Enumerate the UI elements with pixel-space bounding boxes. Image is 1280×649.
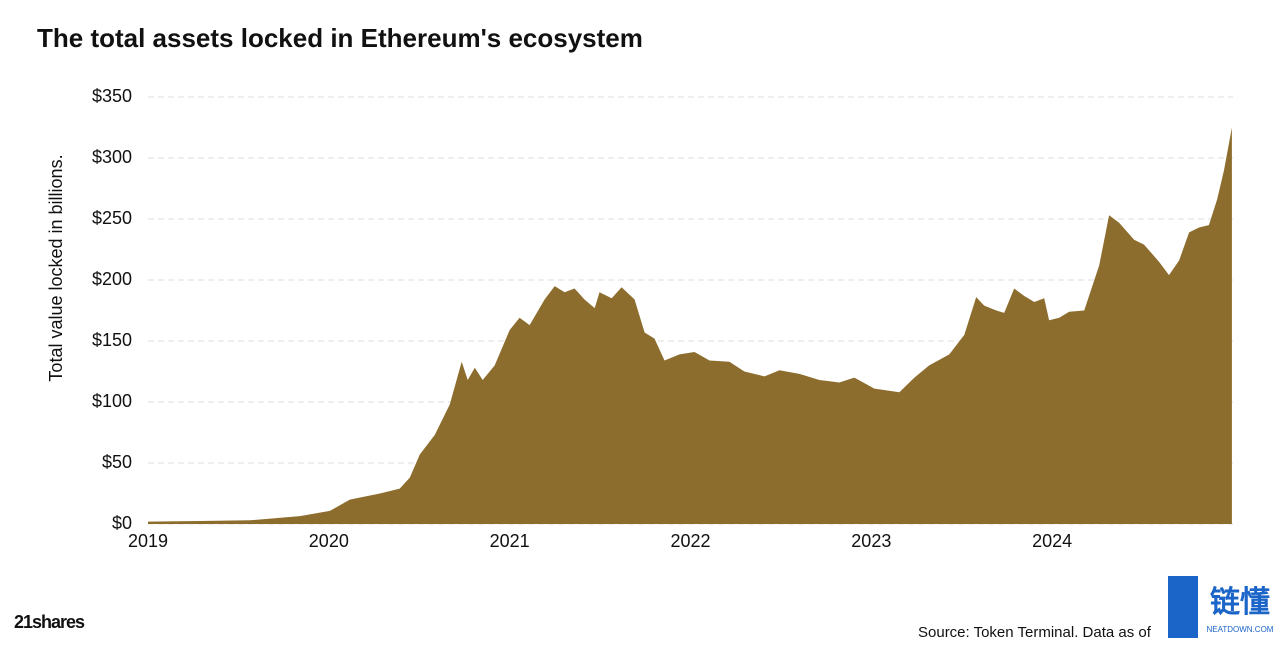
watermark: 链懂 bbox=[1210, 585, 1270, 619]
x-tick-label: 2023 bbox=[851, 531, 891, 551]
y-tick-label: $0 bbox=[112, 513, 132, 533]
y-tick-label: $300 bbox=[92, 147, 132, 167]
chart-title: The total assets locked in Ethereum's ec… bbox=[37, 23, 643, 53]
x-tick-label: 2019 bbox=[128, 531, 168, 551]
y-tick-label: $350 bbox=[92, 86, 132, 106]
x-tick-label: 2022 bbox=[670, 531, 710, 551]
source-note: Source: Token Terminal. Data as of bbox=[918, 624, 1152, 641]
area bbox=[148, 127, 1232, 524]
y-tick-label: $200 bbox=[92, 269, 132, 289]
watermark-icon bbox=[1168, 576, 1198, 638]
x-tick-label: 2021 bbox=[490, 531, 530, 551]
y-tick-label: $50 bbox=[102, 452, 132, 472]
y-tick-label: $250 bbox=[92, 208, 132, 228]
watermark-sub: NEATDOWN.COM bbox=[1207, 625, 1274, 634]
y-tick-label: $150 bbox=[92, 330, 132, 350]
y-tick-label: $100 bbox=[92, 391, 132, 411]
brand-logo: 21shares bbox=[14, 612, 85, 632]
y-axis-label: Total value locked in billions. bbox=[46, 154, 66, 381]
x-tick-label: 2024 bbox=[1032, 531, 1072, 551]
x-tick-label: 2020 bbox=[309, 531, 349, 551]
